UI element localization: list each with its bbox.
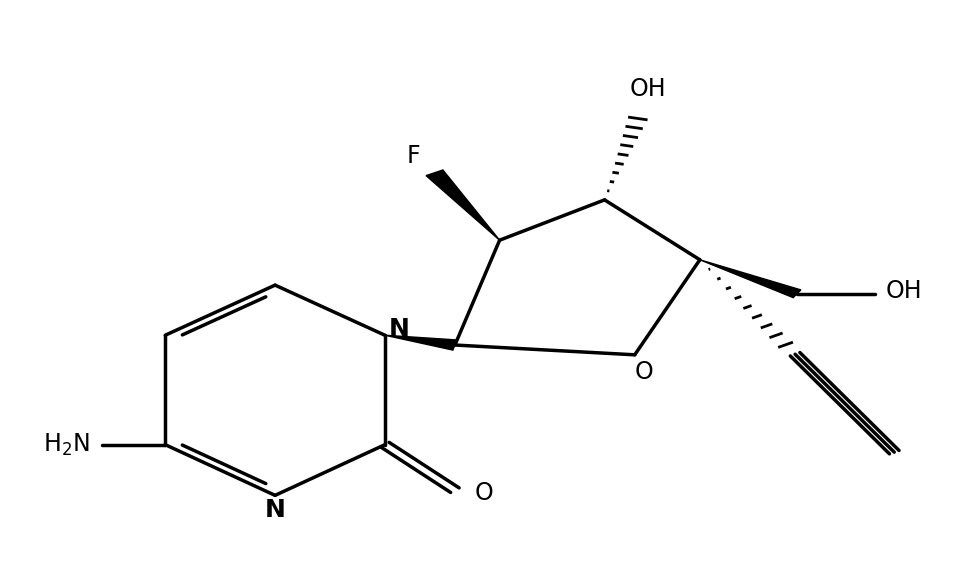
Text: H$_2$N: H$_2$N <box>43 431 89 458</box>
Text: OH: OH <box>885 279 922 303</box>
Text: OH: OH <box>630 77 667 101</box>
Text: N: N <box>389 317 410 342</box>
Polygon shape <box>700 260 801 298</box>
Polygon shape <box>385 335 457 350</box>
Text: O: O <box>635 360 654 384</box>
Text: O: O <box>474 481 494 505</box>
Polygon shape <box>426 170 500 240</box>
Text: F: F <box>406 143 420 168</box>
Text: N: N <box>264 498 286 522</box>
